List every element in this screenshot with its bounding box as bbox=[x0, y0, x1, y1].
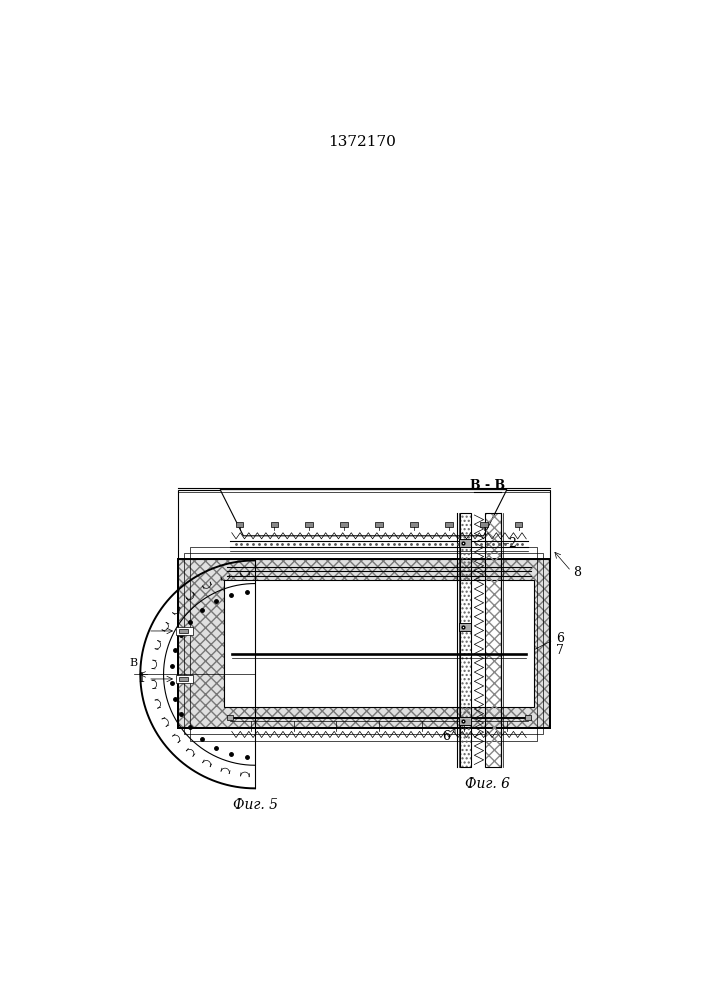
Text: B: B bbox=[129, 658, 137, 668]
Text: Фиг. 6: Фиг. 6 bbox=[465, 777, 510, 791]
Text: 7: 7 bbox=[556, 644, 563, 657]
Text: 6: 6 bbox=[556, 632, 563, 645]
Bar bbox=[179, 677, 188, 681]
Text: 1: 1 bbox=[508, 640, 516, 653]
Text: 2: 2 bbox=[508, 537, 516, 550]
Text: 1372170: 1372170 bbox=[328, 135, 396, 149]
Bar bbox=[485, 513, 501, 767]
Bar bbox=[410, 522, 418, 527]
Bar bbox=[445, 522, 452, 527]
Bar bbox=[176, 627, 193, 635]
Bar bbox=[305, 522, 313, 527]
Text: 1: 1 bbox=[137, 672, 145, 685]
Bar bbox=[227, 715, 233, 720]
Bar bbox=[459, 539, 472, 547]
Bar bbox=[459, 623, 472, 631]
Bar bbox=[176, 675, 193, 683]
Bar bbox=[190, 547, 537, 741]
Text: Фиг. 5: Фиг. 5 bbox=[233, 798, 278, 812]
Bar bbox=[459, 717, 472, 725]
Bar bbox=[177, 559, 549, 728]
Bar bbox=[460, 513, 472, 767]
Bar bbox=[480, 522, 488, 527]
Bar bbox=[235, 522, 243, 527]
Text: B - B: B - B bbox=[470, 479, 505, 492]
Text: 6: 6 bbox=[443, 730, 450, 743]
Bar bbox=[179, 629, 188, 633]
Bar bbox=[525, 715, 531, 720]
Bar bbox=[460, 513, 472, 767]
Text: B: B bbox=[260, 658, 269, 668]
Bar bbox=[459, 539, 472, 547]
Bar bbox=[515, 522, 522, 527]
Bar bbox=[271, 522, 279, 527]
Bar bbox=[177, 490, 549, 559]
Bar bbox=[375, 522, 383, 527]
Bar bbox=[459, 623, 472, 631]
Bar bbox=[184, 553, 543, 734]
Text: Фиг. 4: Фиг. 4 bbox=[341, 592, 386, 606]
Bar bbox=[177, 559, 549, 728]
Text: 8: 8 bbox=[573, 566, 580, 579]
Bar bbox=[178, 558, 549, 729]
Bar bbox=[485, 513, 501, 767]
Bar bbox=[224, 580, 534, 707]
Bar bbox=[459, 717, 472, 725]
Polygon shape bbox=[220, 490, 507, 536]
Bar bbox=[340, 522, 348, 527]
